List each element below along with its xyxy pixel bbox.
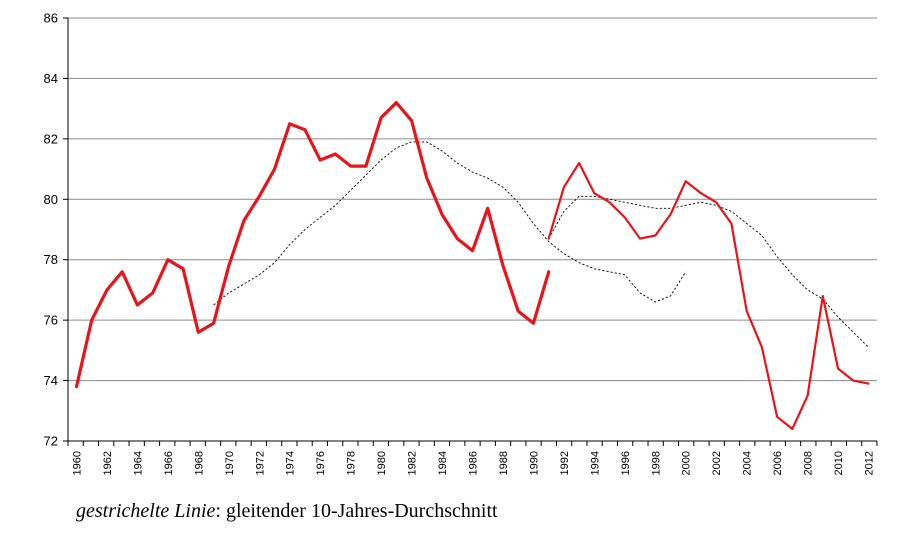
moving-average-line	[213, 141, 687, 306]
gridlines	[68, 17, 877, 382]
x-tick-label: 1988	[498, 451, 510, 475]
y-tick-label: 76	[44, 313, 58, 328]
x-tick-label: 2004	[742, 451, 754, 475]
y-tick-label: 82	[44, 131, 58, 146]
y-axis-tick-labels: 72 74 76 78 80 82 84 86	[44, 11, 58, 449]
line-chart: 72 74 76 78 80 82 84 86 1960 1962 1964 1966 1968 197…	[44, 11, 878, 475]
x-tick-label: 2010	[833, 451, 845, 475]
x-tick-label: 1978	[346, 451, 358, 475]
y-tick-label: 72	[44, 434, 58, 449]
moving-average-lines	[213, 141, 869, 348]
x-tick-label: 1990	[528, 451, 540, 475]
x-tick-label: 2008	[803, 451, 815, 475]
x-tick-label: 1976	[315, 451, 327, 475]
x-tick-label: 1998	[650, 451, 662, 475]
y-tick-label: 78	[44, 252, 58, 267]
x-tick-label: 1960	[72, 451, 84, 475]
y-tick-label: 84	[44, 71, 58, 86]
x-tick-label: 1966	[163, 451, 175, 475]
y-tick-label: 86	[44, 11, 58, 26]
x-tick-label: 1962	[102, 451, 114, 475]
x-tick-label: 2000	[681, 451, 693, 475]
caption-italic: gestrichelte Linie	[76, 500, 216, 522]
x-tick-label: 1994	[589, 451, 601, 475]
x-tick-label: 2006	[772, 451, 784, 475]
x-tick-label: 1980	[376, 451, 388, 475]
x-tick-label: 1996	[620, 451, 632, 475]
x-tick-label: 1982	[407, 451, 419, 475]
y-tick-label: 80	[44, 192, 58, 207]
x-tick-label: 1970	[224, 451, 236, 475]
x-tick-label: 1974	[285, 451, 297, 475]
data-series-line	[547, 161, 870, 430]
x-tick-label: 1968	[193, 451, 205, 475]
x-tick-label: 1986	[468, 451, 480, 475]
moving-average-line	[548, 195, 869, 348]
x-axis-tick-labels: 1960 1962 1964 1966 1968 1970 1972 1974 1976 1978…	[72, 451, 876, 475]
y-tick-label: 74	[44, 373, 58, 388]
x-tick-label: 1972	[254, 451, 266, 475]
data-series-lines	[74, 100, 870, 430]
x-tick-label: 1984	[437, 451, 449, 475]
x-tick-label: 2002	[711, 451, 723, 475]
x-tick-label: 1964	[132, 451, 144, 475]
x-tick-label: 2012	[864, 451, 876, 475]
axes	[63, 17, 878, 446]
caption-text: : gleitender 10-Jahres-Durchschnitt	[215, 500, 498, 522]
data-series-line	[74, 100, 551, 389]
chart-caption: gestrichelte Linie: gleitender 10-Jahres…	[76, 500, 498, 523]
x-tick-label: 1992	[559, 451, 571, 475]
